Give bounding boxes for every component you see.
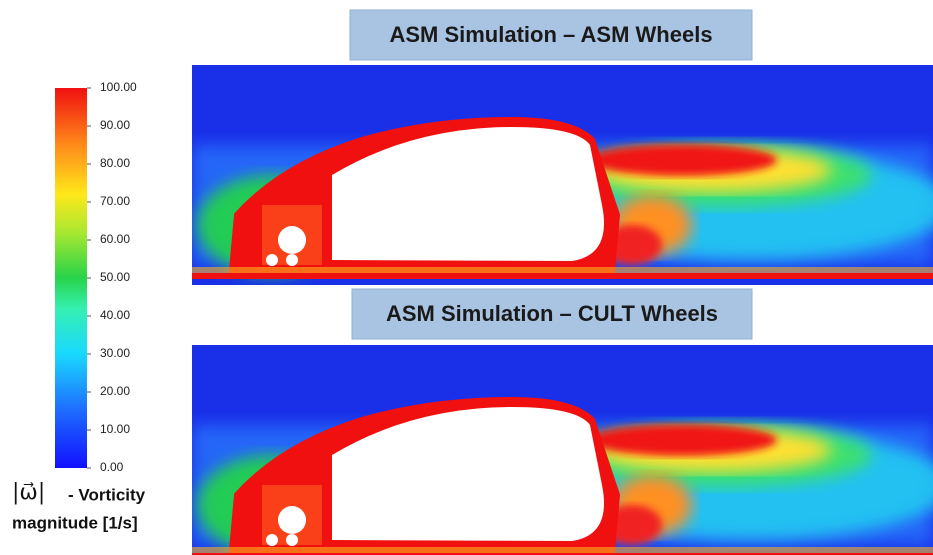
tick-label: 10.00 (100, 422, 130, 436)
panel: ASM Simulation – CULT Wheels (192, 288, 933, 555)
tick-label: 20.00 (100, 384, 130, 398)
title-box (351, 288, 753, 340)
tick-label: 40.00 (100, 308, 130, 322)
tick-label: 70.00 (100, 194, 130, 208)
colorbar-label: magnitude [1/s] (12, 513, 138, 532)
panel-title: ASM Simulation – CULT Wheels (386, 301, 718, 326)
colorbar-gradient (55, 88, 87, 468)
tick-label: 50.00 (100, 270, 130, 284)
colorbar-symbol: |ω⃗| (12, 480, 45, 505)
tick-label: 90.00 (100, 118, 130, 132)
panel-title: ASM Simulation – ASM Wheels (389, 22, 712, 47)
vorticity-field (192, 65, 933, 285)
tick-label: 100.00 (100, 80, 137, 94)
colorbar: 100.00 90.00 80.00 70.00 60.00 50.00 40.00 30.0… (12, 80, 146, 532)
panel: ASM Simulation – ASM Wheels (192, 9, 933, 285)
tick-label: 60.00 (100, 232, 130, 246)
tick-label: 0.00 (100, 460, 124, 474)
colorbar-label: - Vorticity (68, 485, 146, 504)
vorticity-field (192, 345, 933, 555)
title-box (349, 9, 753, 61)
tick-label: 30.00 (100, 346, 130, 360)
tick-label: 80.00 (100, 156, 130, 170)
